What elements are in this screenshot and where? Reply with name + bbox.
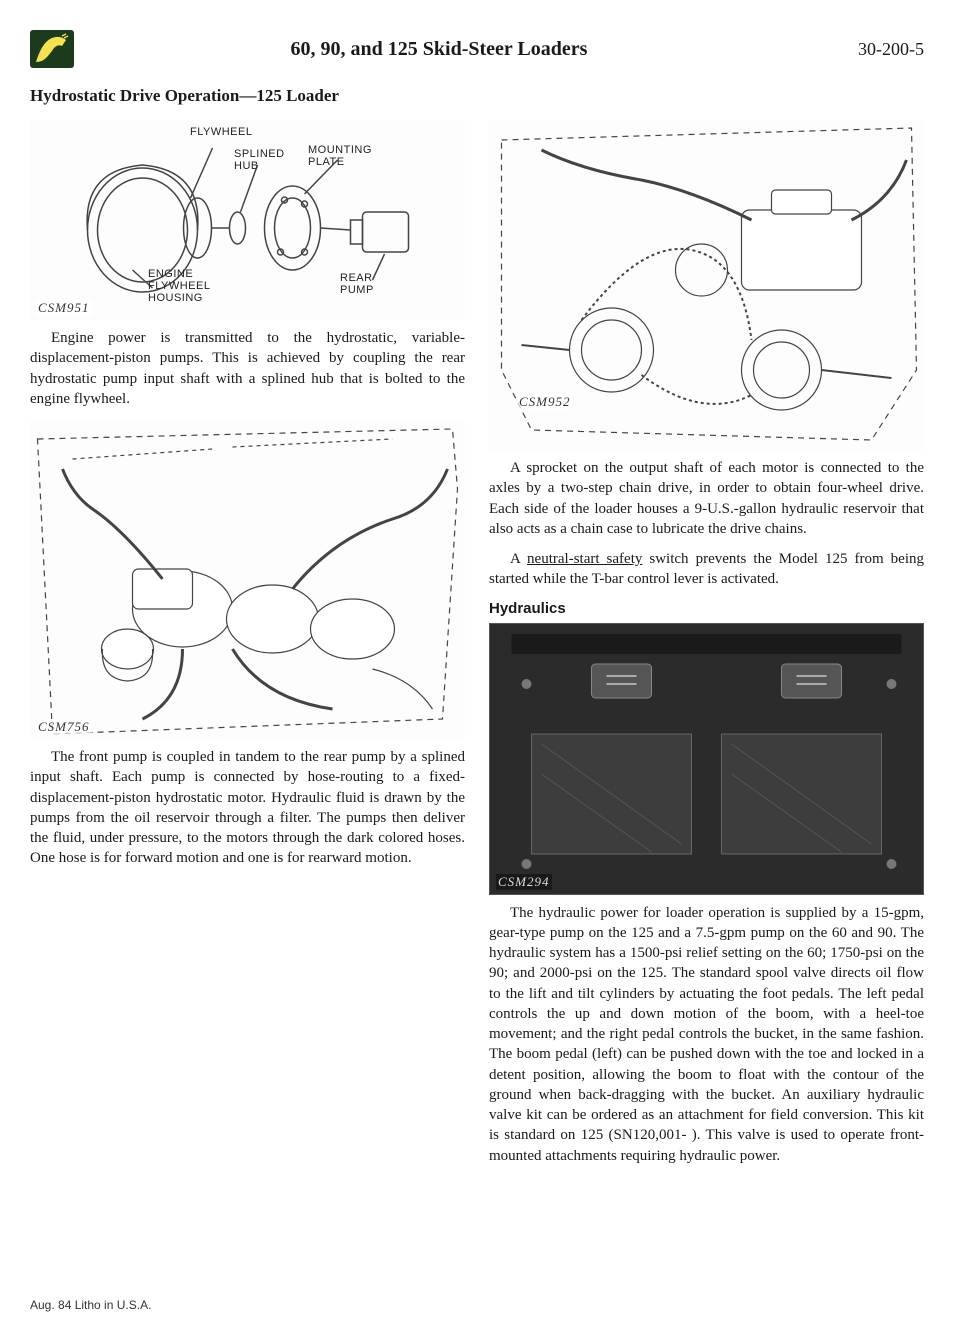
page-footer: Aug. 84 Litho in U.S.A. <box>30 1298 151 1312</box>
paragraph-5: The hydraulic power for loader operation… <box>489 903 924 1166</box>
page-header: 60, 90, and 125 Skid-Steer Loaders 30-20… <box>30 30 924 68</box>
deer-icon <box>32 32 72 66</box>
page-title: 60, 90, and 125 Skid-Steer Loaders <box>74 38 804 61</box>
hydraulics-heading: Hydraulics <box>489 600 924 617</box>
p4-prefix: A <box>510 551 527 567</box>
figure-csm756: CSM756 <box>30 419 465 739</box>
label-rear-pump: REAR PUMP <box>340 272 374 296</box>
paragraph-1: Engine power is transmitted to the hydro… <box>30 328 465 409</box>
paragraph-4: A neutral-start safety switch prevents t… <box>489 549 924 590</box>
left-column: FLYWHEEL SPLINED HUB MOUNTING PLATE ENGI… <box>30 114 465 1176</box>
figure-label: CSM951 <box>36 300 92 316</box>
figure-label: CSM294 <box>496 874 552 890</box>
right-column: CSM952 A sprocket on the output shaft of… <box>489 114 924 1176</box>
diagram-tandem-pumps <box>30 419 465 739</box>
label-mounting-plate: MOUNTING PLATE <box>308 144 372 168</box>
brand-logo <box>30 30 74 68</box>
content-columns: FLYWHEEL SPLINED HUB MOUNTING PLATE ENGI… <box>30 114 924 1176</box>
paragraph-3: A sprocket on the output shaft of each m… <box>489 458 924 539</box>
figure-label: CSM756 <box>36 719 92 735</box>
section-heading: Hydrostatic Drive Operation—125 Loader <box>30 86 924 106</box>
figure-label: CSM952 <box>517 394 573 410</box>
figure-csm952: CSM952 <box>489 120 924 450</box>
p4-underlined: neutral-start safety <box>527 551 642 567</box>
page: 60, 90, and 125 Skid-Steer Loaders 30-20… <box>0 0 954 1328</box>
label-flywheel: FLYWHEEL <box>190 126 252 138</box>
figure-csm294: CSM294 <box>489 623 924 895</box>
figure-csm951: FLYWHEEL SPLINED HUB MOUNTING PLATE ENGI… <box>30 120 465 320</box>
photo-hydraulics <box>490 624 923 894</box>
paragraph-2: The front pump is coupled in tandem to t… <box>30 747 465 869</box>
label-engine-housing: ENGINE FLYWHEEL HOUSING <box>148 268 210 304</box>
page-number: 30-200-5 <box>804 39 924 60</box>
label-splined-hub: SPLINED HUB <box>234 148 285 172</box>
